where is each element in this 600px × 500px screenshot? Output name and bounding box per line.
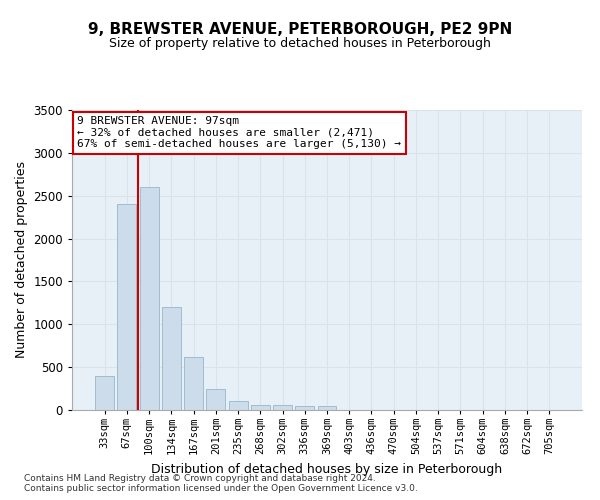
- Bar: [251, 405, 270, 410]
- Bar: [162, 307, 181, 410]
- Bar: [206, 390, 225, 410]
- Bar: [140, 187, 158, 410]
- Bar: [95, 376, 114, 410]
- Bar: [317, 406, 337, 410]
- Bar: [118, 204, 136, 410]
- Bar: [273, 405, 292, 410]
- Bar: [184, 357, 203, 410]
- Text: 9, BREWSTER AVENUE, PETERBOROUGH, PE2 9PN: 9, BREWSTER AVENUE, PETERBOROUGH, PE2 9P…: [88, 22, 512, 38]
- Bar: [295, 406, 314, 410]
- Text: Contains HM Land Registry data © Crown copyright and database right 2024.: Contains HM Land Registry data © Crown c…: [24, 474, 376, 483]
- Y-axis label: Number of detached properties: Number of detached properties: [15, 162, 28, 358]
- Text: Contains public sector information licensed under the Open Government Licence v3: Contains public sector information licen…: [24, 484, 418, 493]
- Text: Size of property relative to detached houses in Peterborough: Size of property relative to detached ho…: [109, 38, 491, 51]
- X-axis label: Distribution of detached houses by size in Peterborough: Distribution of detached houses by size …: [151, 463, 503, 476]
- Bar: [229, 402, 248, 410]
- Text: 9 BREWSTER AVENUE: 97sqm
← 32% of detached houses are smaller (2,471)
67% of sem: 9 BREWSTER AVENUE: 97sqm ← 32% of detach…: [77, 116, 401, 149]
